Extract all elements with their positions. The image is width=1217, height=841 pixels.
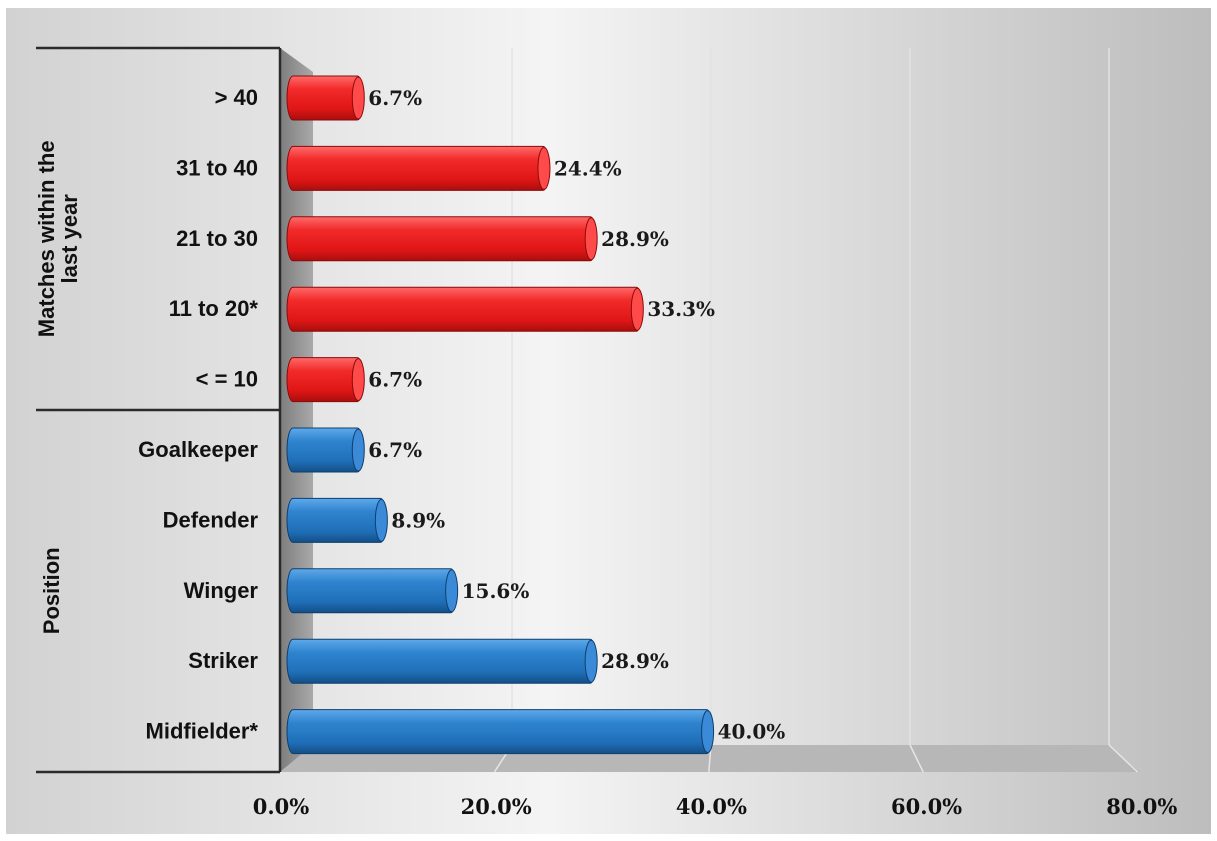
data-label: 6.7% bbox=[368, 86, 422, 110]
x-tick-label: 20.0% bbox=[461, 794, 532, 819]
gridline bbox=[909, 744, 924, 773]
bar-matches bbox=[286, 145, 550, 191]
bar-cap bbox=[445, 569, 459, 613]
category-label: 11 to 20* bbox=[169, 296, 259, 321]
group-label-line: last year bbox=[57, 194, 82, 284]
bar-matches bbox=[286, 286, 643, 332]
plot-background bbox=[6, 8, 1211, 834]
bar-matches bbox=[286, 216, 597, 262]
bar-cap bbox=[584, 639, 598, 683]
group-label: Position bbox=[39, 547, 64, 634]
data-label: 28.9% bbox=[601, 227, 669, 251]
data-label: 33.3% bbox=[647, 297, 715, 321]
category-label: Striker bbox=[188, 648, 258, 673]
data-label: 24.4% bbox=[554, 156, 622, 180]
bar-cap bbox=[351, 428, 365, 472]
category-label: Midfielder* bbox=[146, 719, 259, 744]
bar-position bbox=[286, 638, 597, 684]
data-label: 6.7% bbox=[368, 438, 422, 462]
bar-cap bbox=[584, 217, 598, 261]
bar-cap bbox=[351, 76, 365, 120]
category-label: 31 to 40 bbox=[176, 155, 258, 180]
gridline bbox=[1108, 744, 1139, 773]
category-label: Defender bbox=[163, 507, 259, 532]
bar-cap bbox=[701, 710, 715, 754]
bar-cap bbox=[351, 358, 365, 402]
category-label: > 40 bbox=[215, 85, 258, 110]
x-tick-label: 60.0% bbox=[891, 794, 962, 819]
x-tick-label: 80.0% bbox=[1106, 794, 1177, 819]
x-tick-label: 0.0% bbox=[253, 794, 310, 819]
category-label: Winger bbox=[184, 578, 259, 603]
data-label: 8.9% bbox=[391, 508, 445, 532]
x-tick-label: 40.0% bbox=[676, 794, 747, 819]
group-label-line: Position bbox=[39, 547, 64, 634]
data-label: 40.0% bbox=[718, 720, 786, 744]
category-label: 21 to 30 bbox=[176, 226, 258, 251]
bar-position bbox=[286, 497, 387, 543]
bar-cap bbox=[537, 146, 551, 190]
group-label: Matches within thelast year bbox=[34, 140, 82, 337]
bar-position bbox=[286, 568, 458, 614]
group-label-line: Matches within the bbox=[34, 140, 59, 337]
bar-cap bbox=[630, 287, 644, 331]
category-label: < = 10 bbox=[196, 367, 258, 392]
data-label: 28.9% bbox=[601, 649, 669, 673]
data-label: 15.6% bbox=[462, 579, 530, 603]
data-label: 6.7% bbox=[368, 368, 422, 392]
category-label: Goalkeeper bbox=[138, 437, 258, 462]
bar-position bbox=[286, 709, 714, 755]
bar-cap bbox=[374, 498, 388, 542]
